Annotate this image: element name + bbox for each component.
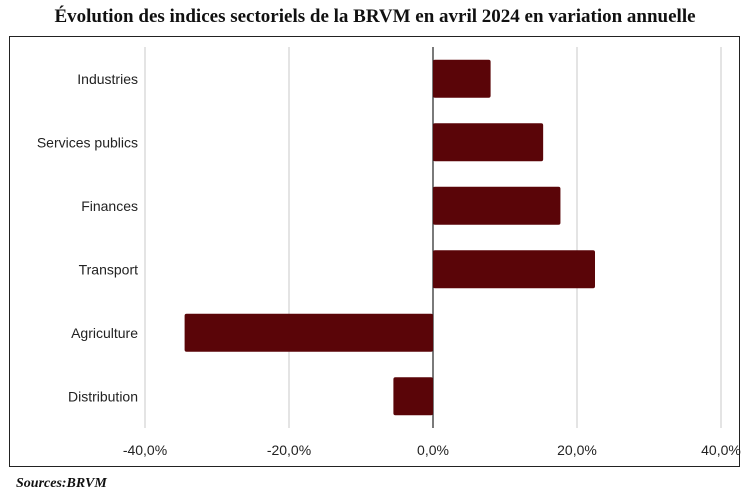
bar-agriculture <box>184 313 433 352</box>
bars <box>184 59 595 416</box>
category-label: Agriculture <box>71 325 138 341</box>
category-labels: Industries Services publics Finances Transp… <box>37 71 138 405</box>
x-tick-label: 40,0% <box>701 442 741 458</box>
x-tick-label: -20,0% <box>267 442 311 458</box>
chart-title: Évolution des indices sectoriels de la B… <box>54 6 696 27</box>
x-tick-label: 0,0% <box>417 442 449 458</box>
x-tick-labels: -40,0% -20,0% 0,0% 20,0% 40,0% <box>123 442 741 458</box>
category-label: Transport <box>79 261 139 277</box>
category-label: Industries <box>77 71 138 87</box>
x-tick-label: 20,0% <box>557 442 597 458</box>
category-label: Services publics <box>37 134 138 150</box>
bar-distribution <box>393 377 433 416</box>
bar-services-publics <box>433 123 544 162</box>
gridlines <box>144 47 722 428</box>
x-tick-label: -40,0% <box>123 442 167 458</box>
bar-transport <box>433 250 595 289</box>
bar-finances <box>433 186 561 225</box>
chart-frame <box>9 36 740 467</box>
category-label: Finances <box>81 198 138 214</box>
bar-industries <box>433 59 491 98</box>
source-note: Sources:BRVM <box>16 476 107 491</box>
category-label: Distribution <box>68 388 138 404</box>
